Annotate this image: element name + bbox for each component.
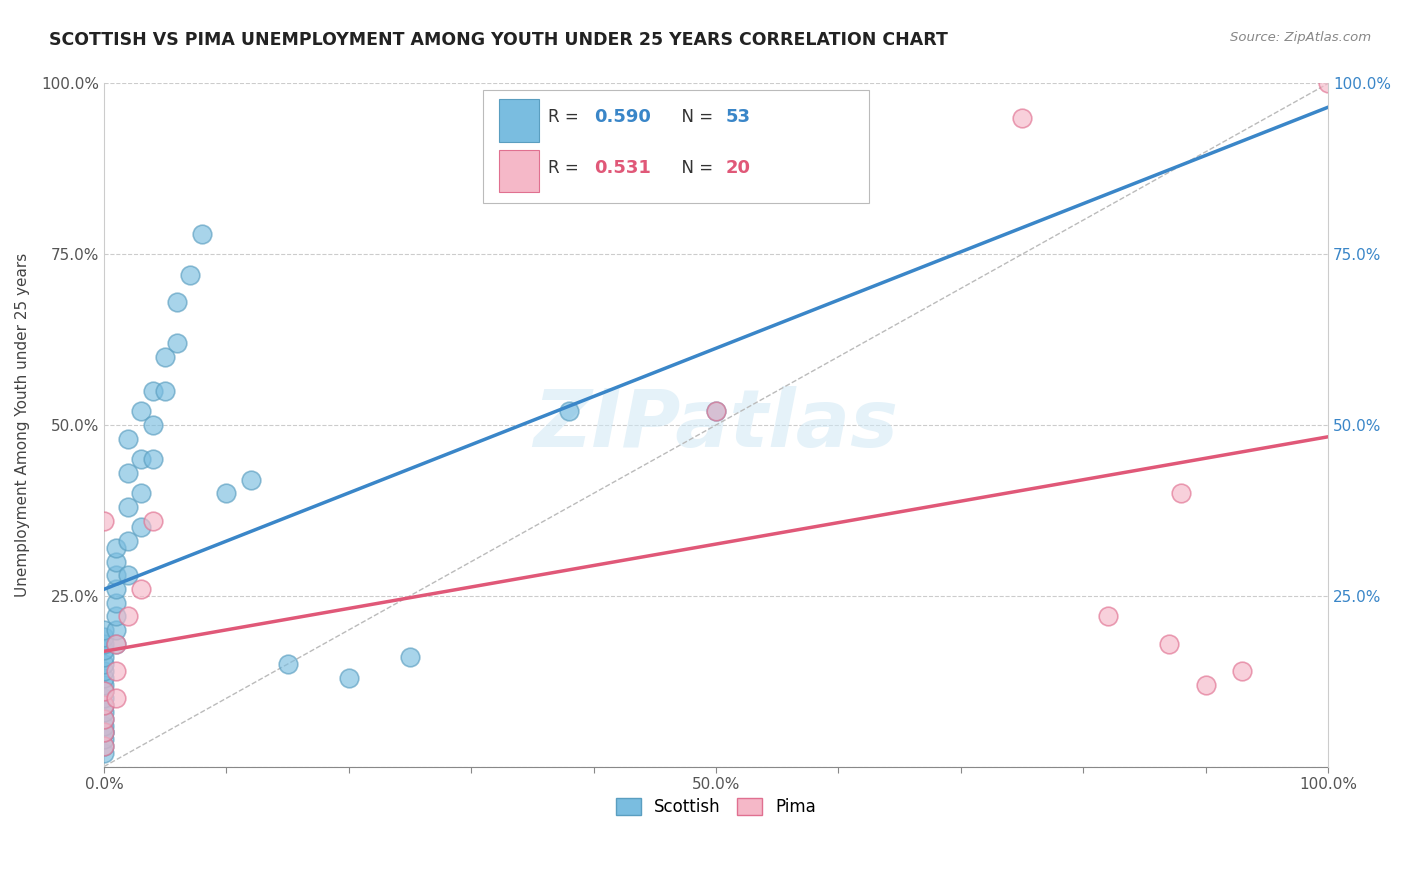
Text: R =: R = bbox=[548, 108, 589, 126]
Point bbox=[93, 643, 115, 657]
Point bbox=[142, 452, 165, 467]
Point bbox=[239, 473, 262, 487]
Point bbox=[129, 404, 152, 418]
Point bbox=[93, 698, 115, 712]
Point bbox=[105, 541, 128, 555]
Point bbox=[179, 268, 201, 282]
Point bbox=[1011, 111, 1033, 125]
Point bbox=[105, 664, 128, 678]
Point bbox=[105, 623, 128, 637]
Point bbox=[1170, 486, 1192, 500]
Text: 20: 20 bbox=[725, 159, 751, 177]
Point bbox=[105, 637, 128, 651]
Point bbox=[117, 609, 139, 624]
Point bbox=[93, 684, 115, 698]
Point bbox=[93, 514, 115, 528]
Point bbox=[399, 650, 422, 665]
Point bbox=[93, 739, 115, 753]
Point bbox=[704, 404, 727, 418]
Point bbox=[1317, 77, 1340, 91]
Point bbox=[93, 657, 115, 672]
Text: SCOTTISH VS PIMA UNEMPLOYMENT AMONG YOUTH UNDER 25 YEARS CORRELATION CHART: SCOTTISH VS PIMA UNEMPLOYMENT AMONG YOUT… bbox=[49, 31, 948, 49]
Point bbox=[117, 466, 139, 480]
Point bbox=[117, 432, 139, 446]
Point bbox=[93, 698, 115, 712]
Point bbox=[93, 739, 115, 753]
Text: N =: N = bbox=[671, 108, 718, 126]
Point bbox=[105, 596, 128, 610]
Point bbox=[142, 384, 165, 398]
Point bbox=[105, 637, 128, 651]
Point bbox=[93, 684, 115, 698]
Point bbox=[93, 691, 115, 706]
Point bbox=[277, 657, 299, 672]
FancyBboxPatch shape bbox=[499, 150, 538, 193]
Point bbox=[93, 671, 115, 685]
Text: N =: N = bbox=[671, 159, 718, 177]
Text: Source: ZipAtlas.com: Source: ZipAtlas.com bbox=[1230, 31, 1371, 45]
Text: 0.590: 0.590 bbox=[593, 108, 651, 126]
Point bbox=[1232, 664, 1254, 678]
Point bbox=[93, 725, 115, 739]
Point bbox=[558, 404, 581, 418]
Point bbox=[142, 417, 165, 432]
Point bbox=[93, 705, 115, 719]
Text: 53: 53 bbox=[725, 108, 751, 126]
Point bbox=[105, 582, 128, 596]
Text: R =: R = bbox=[548, 159, 589, 177]
Point bbox=[93, 712, 115, 726]
Text: ZIPatlas: ZIPatlas bbox=[533, 386, 898, 464]
Point bbox=[1195, 677, 1218, 691]
FancyBboxPatch shape bbox=[484, 90, 869, 203]
Point bbox=[93, 718, 115, 732]
Point bbox=[129, 520, 152, 534]
Point bbox=[93, 650, 115, 665]
Point bbox=[93, 664, 115, 678]
Point bbox=[117, 534, 139, 549]
Point bbox=[93, 630, 115, 644]
Point bbox=[93, 725, 115, 739]
Y-axis label: Unemployment Among Youth under 25 years: Unemployment Among Youth under 25 years bbox=[15, 252, 30, 597]
Text: 0.531: 0.531 bbox=[593, 159, 651, 177]
Point bbox=[105, 609, 128, 624]
Point bbox=[105, 568, 128, 582]
Point bbox=[191, 227, 214, 241]
Point bbox=[129, 486, 152, 500]
Point bbox=[117, 500, 139, 514]
Point bbox=[105, 555, 128, 569]
Point bbox=[93, 746, 115, 760]
Point bbox=[129, 582, 152, 596]
Point bbox=[337, 671, 360, 685]
Point bbox=[93, 712, 115, 726]
Point bbox=[1157, 637, 1180, 651]
Point bbox=[117, 568, 139, 582]
Point bbox=[93, 725, 115, 739]
Point bbox=[166, 295, 188, 310]
FancyBboxPatch shape bbox=[499, 99, 538, 142]
Point bbox=[93, 677, 115, 691]
Point bbox=[1097, 609, 1119, 624]
Legend: Scottish, Pima: Scottish, Pima bbox=[609, 791, 823, 823]
Point bbox=[153, 350, 176, 364]
Point bbox=[142, 514, 165, 528]
Point bbox=[166, 336, 188, 351]
Point bbox=[153, 384, 176, 398]
Point bbox=[129, 452, 152, 467]
Point bbox=[93, 623, 115, 637]
Point bbox=[105, 691, 128, 706]
Point bbox=[215, 486, 238, 500]
Point bbox=[704, 404, 727, 418]
Point bbox=[93, 732, 115, 747]
Point bbox=[93, 637, 115, 651]
